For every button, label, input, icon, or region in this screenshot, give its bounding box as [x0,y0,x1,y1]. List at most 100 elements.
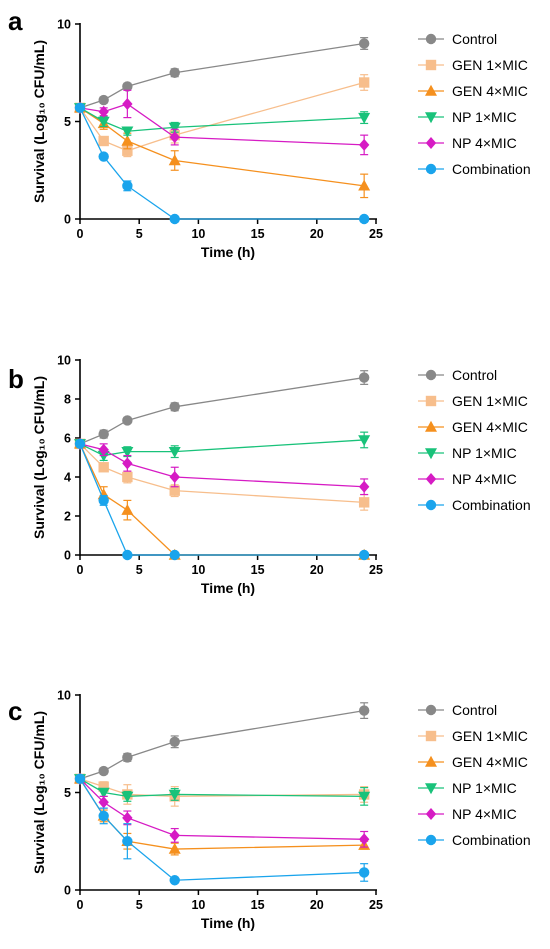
series-control [74,370,370,450]
series-gen-4xmic [74,772,371,856]
chart-panel-b: b 0 5 10 15 20 25 0 2 4 6 8 10 Time (h) Survival (Log₁… [8,354,531,597]
x-axis-title: Time (h) [201,915,255,931]
data-point [122,97,133,110]
legend-item-gen-1xmic: GEN 1×MIC [418,728,528,744]
data-point [122,457,133,470]
x-tick-label: 15 [251,227,265,241]
y-tick-label: 6 [64,432,71,446]
y-axis-title: Survival (Log₁₀ CFU/mL) [31,711,47,874]
series-np-1xmic [74,431,371,462]
legend-item-control: Control [418,31,497,47]
data-point [169,736,180,747]
x-axis-title: Time (h) [201,244,255,260]
data-point [358,480,370,493]
legend-marker [425,163,437,175]
legend-label: Control [452,31,497,47]
data-point [358,372,370,383]
data-point [121,134,134,146]
data-point [97,787,110,799]
data-point [358,833,370,846]
legend-item-control: Control [418,367,497,383]
series-gen-1xmic [74,773,370,807]
data-point [169,67,180,78]
data-point [168,789,181,801]
y-tick-label: 5 [64,786,71,800]
x-axis-title: Time (h) [201,580,255,596]
y-axis-title: Survival (Log₁₀ CFU/mL) [31,376,47,539]
series-control [74,37,370,114]
legend-item-np-1xmic: NP 1×MIC [418,445,517,461]
legend-marker [425,730,437,742]
chart-panel-a: a 0 5 10 15 20 25 0 5 10 Time (h) Survival (Log₁₀ C… [8,6,531,260]
data-point [121,446,134,458]
x-tick-label: 0 [77,227,84,241]
data-point [169,875,180,886]
data-point [358,138,370,151]
legend-item-gen-1xmic: GEN 1×MIC [418,393,528,409]
data-point [122,81,133,92]
legend-label: NP 4×MIC [452,806,517,822]
y-tick-label: 4 [64,471,71,485]
legend-marker [425,783,437,795]
x-tick-label: 15 [251,563,265,577]
x-tick-label: 10 [191,563,205,577]
y-tick-label: 10 [57,689,71,703]
data-point [98,781,109,792]
data-point [358,213,370,225]
legend-item-gen-4xmic: GEN 4×MIC [418,754,528,770]
x-tick-label: 25 [369,898,383,912]
legend-label: Combination [452,832,531,848]
legend-label: Control [452,367,497,383]
legend-marker [425,834,437,846]
panel-letter: c [8,696,22,726]
legend-label: NP 1×MIC [452,780,517,796]
data-point [122,415,133,426]
data-point [169,401,180,412]
series-control [74,702,370,785]
legend-item-np-1xmic: NP 1×MIC [418,109,517,125]
data-point [98,765,109,777]
data-point [97,116,110,128]
data-point [358,791,371,803]
legend-marker [425,499,437,511]
data-point [98,495,109,506]
panel-letter: a [8,6,23,36]
legend-label: NP 4×MIC [452,135,517,151]
data-point [169,549,180,561]
legend-marker [425,448,437,460]
legend: Control GEN 1×MIC GEN 4×MIC NP 1×MIC NP 4×MI… [418,702,531,848]
series-np-1xmic [74,774,371,806]
legend-label: Combination [452,161,531,177]
series-line [79,81,365,152]
x-tick-label: 20 [310,898,324,912]
data-point [169,485,180,496]
data-point [169,471,180,483]
data-point [121,503,134,515]
x-tick-label: 5 [136,227,143,241]
y-tick-label: 0 [64,549,71,563]
data-point [74,438,86,450]
series-np-1xmic [74,103,371,138]
legend-marker [425,59,437,71]
data-point [98,151,109,162]
legend-label: GEN 4×MIC [452,419,528,435]
data-point [168,842,181,854]
data-point [122,752,133,763]
data-point [358,497,370,508]
data-point [122,180,133,192]
legend-marker [425,84,437,96]
data-point [98,810,109,822]
series-combination [74,102,370,225]
data-point [98,796,109,809]
x-tick-label: 25 [369,563,383,577]
data-point [358,77,370,88]
data-point [122,471,133,483]
x-tick-label: 0 [77,563,84,577]
data-point [358,435,371,447]
data-point [98,428,109,440]
data-point [122,836,133,847]
series-np-4xmic [74,772,370,848]
legend-marker [425,395,437,407]
legend-label: Control [452,702,497,718]
